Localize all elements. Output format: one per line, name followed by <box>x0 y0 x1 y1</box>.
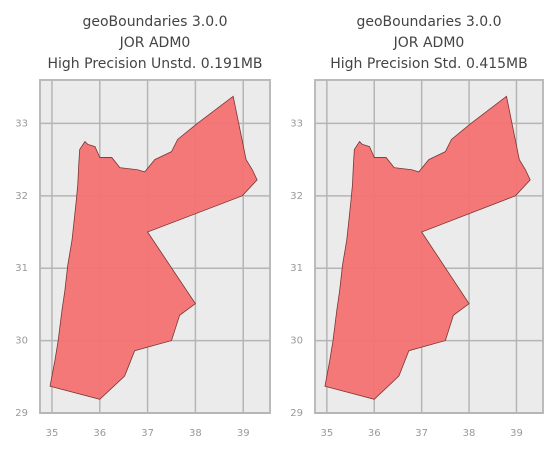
chart-title: High Precision Std. 0.415MB <box>330 56 527 72</box>
x-tick-label: 37 <box>141 428 154 439</box>
chart-title: JOR ADM0 <box>119 35 191 51</box>
y-tick-label: 31 <box>15 263 28 274</box>
x-tick-label: 39 <box>510 428 523 439</box>
x-tick-label: 39 <box>237 428 250 439</box>
x-tick-label: 35 <box>320 428 333 439</box>
x-tick-label: 36 <box>368 428 381 439</box>
y-tick-label: 32 <box>15 191 28 202</box>
chart-title: High Precision Unstd. 0.191MB <box>48 56 263 72</box>
y-tick-label: 29 <box>290 408 303 419</box>
x-tick-label: 38 <box>189 428 202 439</box>
y-tick-label: 32 <box>290 191 303 202</box>
y-tick-label: 30 <box>290 336 303 347</box>
y-tick-label: 33 <box>290 118 303 129</box>
y-tick-label: 33 <box>15 118 28 129</box>
y-tick-label: 30 <box>15 336 28 347</box>
chart-title: geoBoundaries 3.0.0 <box>82 14 227 30</box>
x-tick-label: 38 <box>463 428 476 439</box>
x-tick-label: 36 <box>93 428 106 439</box>
region-shape <box>324 95 531 400</box>
y-tick-label: 31 <box>290 263 303 274</box>
y-tick-label: 29 <box>15 408 28 419</box>
region-shape <box>49 95 258 400</box>
x-tick-label: 37 <box>415 428 428 439</box>
chart-title: geoBoundaries 3.0.0 <box>356 14 501 30</box>
chart-title: JOR ADM0 <box>393 35 465 51</box>
x-tick-label: 35 <box>46 428 59 439</box>
